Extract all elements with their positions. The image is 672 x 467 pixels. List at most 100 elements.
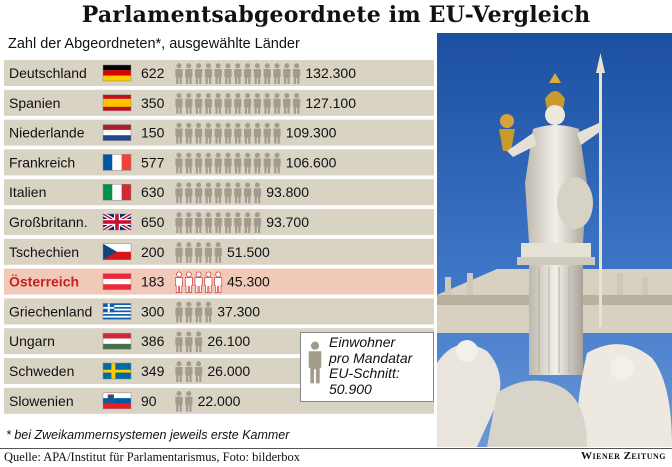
person-figure (273, 63, 281, 84)
table-row: Österreich 183 45.300 (4, 268, 434, 295)
person-figure (185, 182, 193, 204)
person-figure (175, 93, 183, 114)
person-figure (263, 152, 271, 174)
person-figure (175, 391, 183, 412)
per-mandate-value: 93.700 (266, 214, 309, 230)
person-figure (253, 63, 261, 84)
person-figure (244, 93, 252, 114)
per-mandate-value: 51.500 (227, 244, 270, 260)
person-figure (283, 63, 291, 84)
person-figure (195, 242, 203, 263)
country-label: Schweden (9, 363, 74, 379)
per-mandate-value: 106.600 (286, 154, 337, 170)
legend-line-1: Einwohner (329, 334, 396, 350)
person-figure (253, 122, 261, 144)
country-label: Deutschland (9, 65, 87, 81)
flag-netherlands-icon (102, 124, 132, 141)
per-mandate-value: 109.300 (286, 125, 337, 141)
person-figure (214, 271, 223, 293)
per-mandate-value: 26.100 (207, 333, 250, 349)
table-row: Deutschland 622 132.300 (4, 60, 434, 86)
person-figure (175, 212, 183, 233)
person-figure (195, 152, 203, 174)
members-value: 183 (141, 274, 165, 290)
flag-sweden-icon (102, 362, 132, 380)
country-label: Niederlande (9, 125, 85, 141)
flag-france-icon (102, 154, 132, 171)
person-figure (244, 152, 252, 174)
chart-title: Parlamentsabgeordnete im EU-Vergleich (81, 2, 591, 28)
person-figure (273, 93, 281, 114)
person-figure (253, 182, 261, 204)
person-figure (195, 301, 203, 323)
person-figure (263, 93, 271, 114)
person-figure (185, 301, 193, 323)
person-figure (224, 182, 232, 204)
person-figure (204, 271, 213, 293)
person-figure (175, 301, 183, 323)
country-label: Slowenien (9, 393, 74, 409)
person-figure (195, 63, 203, 84)
table-row: Frankreich 577 106.600 (4, 149, 434, 176)
person-figure (244, 63, 252, 84)
table-row: Tschechien 200 51.500 (4, 238, 434, 265)
person-figure (273, 152, 281, 174)
table-row: Italien 630 93.800 (4, 179, 434, 206)
row-background (4, 298, 434, 325)
person-figure (244, 182, 252, 204)
per-mandate-value: 37.300 (217, 303, 260, 319)
person-figure (283, 93, 291, 114)
person-figure (204, 212, 212, 233)
person-figure (214, 182, 222, 204)
flag-uk-icon (102, 212, 132, 232)
table-row: Niederlande 150 109.300 (4, 119, 434, 146)
person-figure (204, 182, 212, 204)
person-figure (214, 93, 222, 114)
person-figure (253, 152, 261, 174)
person-figure (234, 63, 242, 84)
person-figure (175, 271, 183, 293)
person-figure (194, 271, 203, 293)
person-figure (224, 152, 232, 174)
table-row: Griechenland 300 37.300 (4, 298, 434, 325)
source-bar (0, 448, 672, 467)
person-figure (175, 182, 183, 204)
person-figure (234, 152, 242, 174)
person-figure (184, 271, 193, 293)
members-value: 300 (141, 303, 165, 319)
flag-greece-icon (102, 303, 132, 320)
person-figure (195, 93, 203, 114)
person-figure (244, 122, 252, 144)
members-value: 577 (141, 154, 165, 170)
members-value: 200 (141, 244, 165, 260)
per-mandate-value: 26.000 (207, 363, 250, 379)
person-figure (204, 122, 212, 144)
person-figure (185, 331, 193, 353)
person-figure (234, 122, 242, 144)
members-value: 386 (141, 333, 165, 349)
members-value: 349 (141, 363, 165, 379)
person-figure (263, 122, 271, 144)
table-row: Spanien 350 127.100 (4, 89, 434, 116)
members-value: 350 (141, 95, 165, 111)
person-figure (214, 152, 222, 174)
person-figure (234, 93, 242, 114)
country-label: Frankreich (9, 154, 75, 170)
person-figure (185, 93, 193, 114)
person-figure (234, 182, 242, 204)
person-figure (204, 152, 212, 174)
flag-slovenia-icon (102, 392, 132, 410)
footnote: * bei Zweikammernsystemen jeweils erste … (6, 428, 290, 442)
members-value: 622 (141, 65, 165, 81)
person-figure (234, 212, 242, 233)
person-figure (204, 242, 212, 263)
source-credit: Quelle: APA/Institut für Parlamentarismu… (4, 450, 301, 464)
country-label: Griechenland (9, 303, 92, 319)
table-row: Großbritann. 650 93.700 (4, 209, 434, 235)
flag-austria-icon (102, 273, 132, 290)
members-value: 90 (141, 393, 157, 409)
person-figure (175, 331, 183, 353)
person-figure (185, 63, 193, 84)
per-mandate-value: 127.100 (305, 95, 356, 111)
country-label: Großbritann. (9, 214, 88, 230)
